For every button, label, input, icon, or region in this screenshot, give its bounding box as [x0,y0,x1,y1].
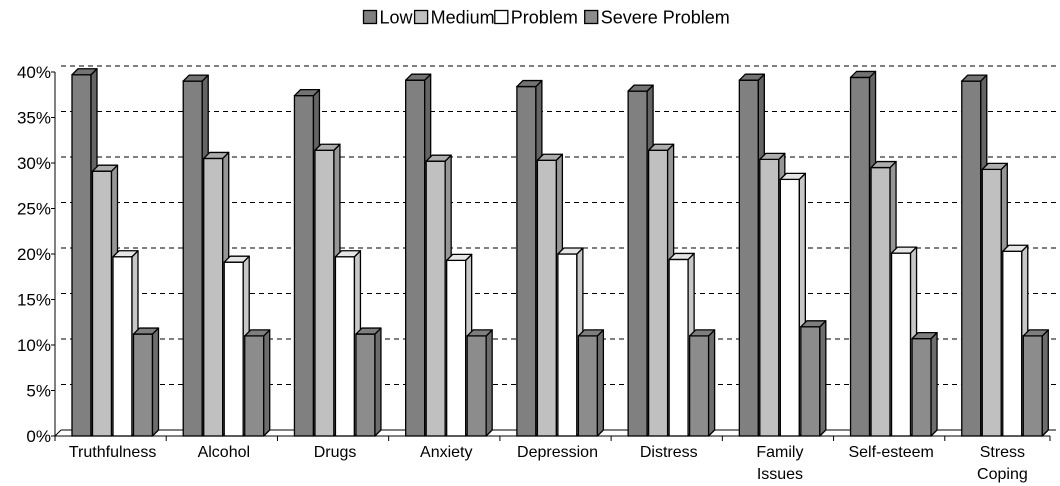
y-tick-label: 20% [17,245,51,264]
axis-corner [54,429,62,437]
y-tick-label: 15% [17,291,51,310]
y-tick-label: 40% [17,63,51,82]
legend-swatch [362,9,378,25]
x-tick-label-family-issues: Family Issues [756,444,803,483]
legend-item-low: Low [362,8,414,28]
legend-label: Problem [511,8,578,28]
bar-severe-problem-depression [577,329,605,437]
x-tick-label-stress-coping: Stress Coping [977,444,1028,483]
x-tick-label-alcohol: Alcohol [198,444,250,461]
legend: Low Medium Problem Severe Problem [362,8,730,28]
bar-severe-problem-drugs [355,327,382,437]
legend-swatch [413,9,429,25]
bar-severe-problem-self-esteem [911,331,938,437]
bar-severe-problem-distress [688,329,716,437]
legend-item-medium: Medium [413,8,495,28]
bar-severe-problem-truthfulness [132,327,160,437]
y-tick-label: 5% [26,382,51,401]
y-tick-label: 0% [26,427,51,446]
legend-item-severe-problem: Severe Problem [584,8,730,28]
legend-swatch [494,9,509,25]
bars [71,68,1049,437]
bar-severe-problem-family-issues [800,320,827,437]
legend-item-problem: Problem [494,8,578,28]
legend-swatch [584,9,599,25]
axes: 0% 5% 10% 15% 20% 25% 30% 35% 40% Truthfulness Alc… [17,63,1056,483]
y-tick-label: 25% [17,200,51,219]
x-tick-label-drugs: Drugs [314,444,357,461]
bar-medium-self-esteem [870,160,897,437]
x-tick-label-self-esteem: Self-esteem [848,444,933,461]
x-tick-label-depression: Depression [517,444,598,461]
bar-severe-problem-anxiety [466,329,493,437]
x-tick-label-anxiety: Anxiety [420,444,472,461]
bar-severe-problem-stress-coping [1022,329,1049,437]
legend-label: Low [380,8,414,28]
legend-label: Medium [431,8,495,28]
legend-label: Severe Problem [601,8,730,28]
y-tick-label: 35% [17,109,51,128]
bar-severe-problem-alcohol [244,329,271,437]
y-tick-label: 10% [17,336,51,355]
x-tick-label-truthfulness: Truthfulness [69,444,156,461]
y-tick-label: 30% [17,154,51,173]
x-tick-label-distress: Distress [640,444,698,461]
